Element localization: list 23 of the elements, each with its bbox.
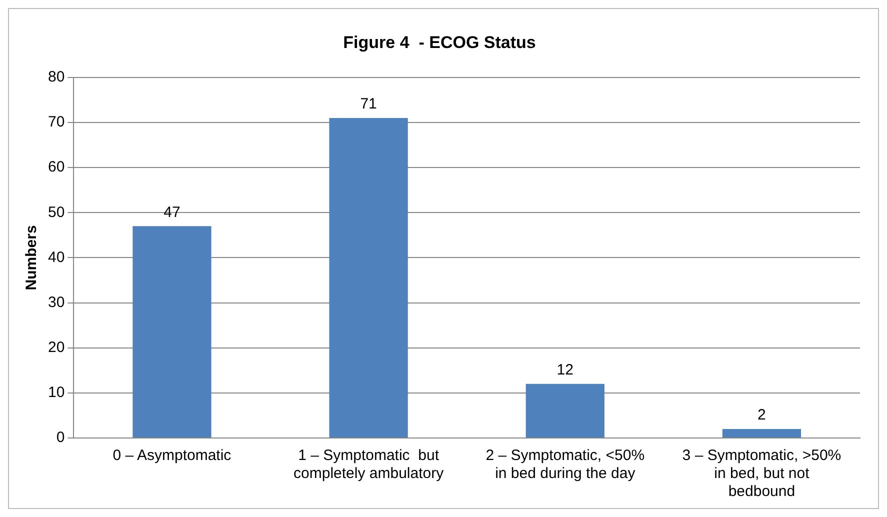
y-tick-label: 40 xyxy=(48,248,65,266)
y-tick-label: 50 xyxy=(48,204,65,221)
y-tick-label: 10 xyxy=(48,384,65,402)
x-tick-label: 0 – Asymptomatic xyxy=(112,447,232,464)
bar xyxy=(722,428,802,438)
x-tick-label: 1 – Symptomatic but completely ambulatory xyxy=(294,447,444,482)
y-tick-label: 80 xyxy=(48,68,65,86)
y-tick-label: 60 xyxy=(48,158,65,176)
x-tick-label: 2 – Symptomatic, <50% in bed during the day xyxy=(486,447,645,482)
bar xyxy=(526,384,604,438)
y-tick-label: 70 xyxy=(48,114,65,131)
x-tick-label: 3 – Symptomatic, >50% in bed, but not bedbound xyxy=(682,447,842,500)
y-tick-label: 20 xyxy=(48,338,65,356)
data-label: 71 xyxy=(360,96,377,113)
bar xyxy=(329,118,408,438)
chart-title: Figure 4 - ECOG Status xyxy=(343,32,536,52)
y-tick-label: 0 xyxy=(56,429,65,446)
data-label: 47 xyxy=(164,204,180,221)
bar xyxy=(132,226,212,438)
y-tick-label: 30 xyxy=(48,294,65,311)
data-label: 12 xyxy=(556,362,574,379)
data-label: 2 xyxy=(758,406,766,424)
y-axis-title: Numbers xyxy=(23,225,40,290)
